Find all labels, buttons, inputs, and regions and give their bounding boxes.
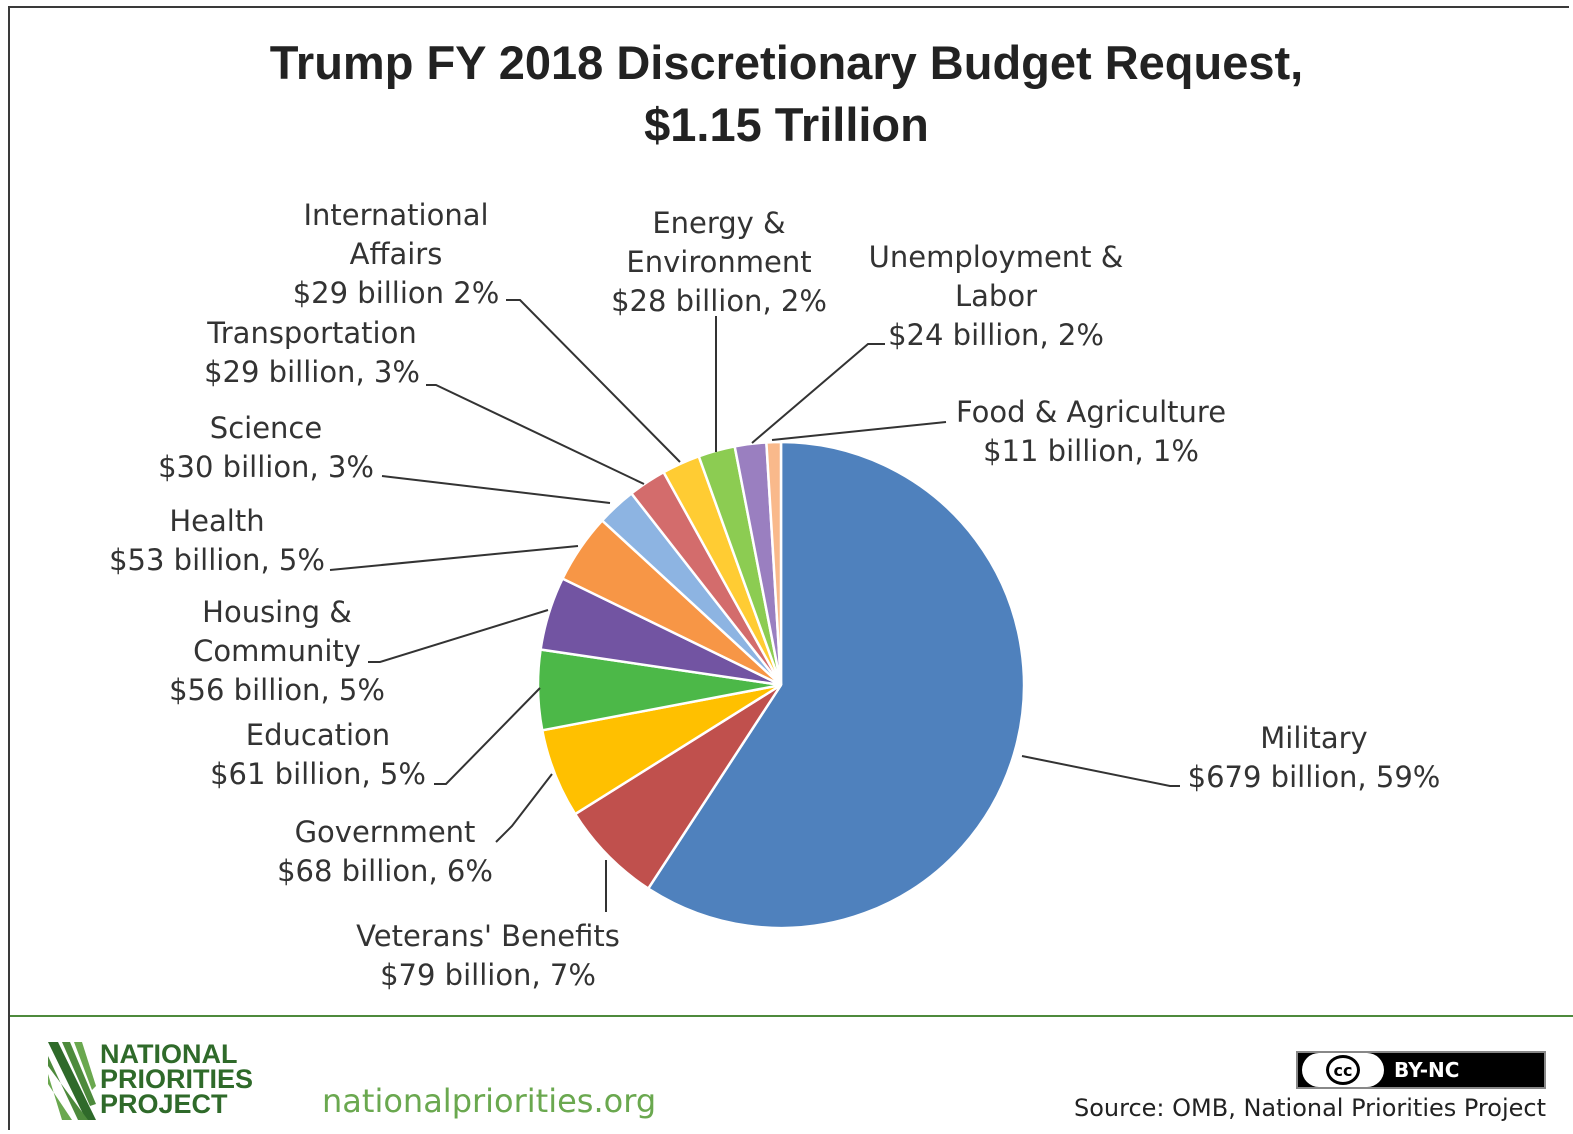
slice-label-line: Health bbox=[169, 504, 264, 538]
npp-logo-text: NATIONAL PRIORITIES PROJECT bbox=[100, 1039, 254, 1119]
chart-frame bbox=[8, 6, 1569, 1130]
slice-label-line: Community bbox=[193, 634, 361, 668]
leader-line bbox=[1021, 755, 1180, 787]
leader-line bbox=[771, 421, 947, 441]
slice-label-line: $28 billion, 2% bbox=[611, 284, 827, 318]
source-note: Source: OMB, National Priorities Project bbox=[1074, 1094, 1546, 1122]
slice-label-line: $53 billion, 5% bbox=[109, 543, 325, 577]
slice-label-line: $29 billion, 3% bbox=[204, 355, 420, 389]
cc-license-badge: cc BY-NC bbox=[1296, 1051, 1546, 1089]
slice-label-line: $679 billion, 59% bbox=[1188, 760, 1441, 794]
slice-label-line: Military bbox=[1260, 721, 1367, 755]
slice-label: Science $30 billion, 3% bbox=[158, 411, 374, 484]
leader-line bbox=[426, 384, 645, 485]
slice-label-line: Affairs bbox=[350, 237, 443, 271]
slice-label-line: Education bbox=[246, 718, 390, 752]
slice-label-line: Unemployment & bbox=[869, 240, 1124, 274]
slice-label: International Affairs $29 billion 2% bbox=[293, 198, 500, 310]
leader-line bbox=[751, 343, 885, 444]
logo-line-1: NATIONAL bbox=[100, 1039, 238, 1069]
slice-label-line: $30 billion, 3% bbox=[158, 450, 374, 484]
slice-label-line: Energy & bbox=[652, 206, 785, 240]
slice-label: Military $679 billion, 59% bbox=[1188, 721, 1441, 794]
slice-label-line: Labor bbox=[955, 279, 1037, 313]
slice-label: Energy & Environment $28 billion, 2% bbox=[611, 206, 827, 318]
slice-label: Government $68 billion, 6% bbox=[277, 815, 493, 888]
leader-line bbox=[368, 609, 549, 663]
slice-label-line: $24 billion, 2% bbox=[888, 318, 1104, 352]
slice-label-line: International bbox=[303, 198, 488, 232]
leader-line bbox=[381, 475, 611, 504]
slice-label-line: Science bbox=[210, 411, 322, 445]
website-link[interactable]: nationalpriorities.org bbox=[322, 1082, 657, 1120]
slice-label-line: $79 billion, 7% bbox=[380, 958, 596, 992]
slice-label: Veterans' Benefits $79 billion, 7% bbox=[356, 919, 620, 992]
leader-line bbox=[495, 773, 553, 843]
leader-line bbox=[506, 299, 681, 463]
slice-label-line: $56 billion, 5% bbox=[169, 673, 385, 707]
slice-label: Food & Agriculture $11 billion, 1% bbox=[956, 395, 1226, 468]
chart-title: Trump FY 2018 Discretionary Budget Reque… bbox=[0, 32, 1573, 156]
leader-line bbox=[434, 687, 541, 785]
pie-chart: Military $679 billion, 59% Veterans' Benef… bbox=[109, 198, 1441, 992]
slice-label: Housing & Community $56 billion, 5% bbox=[169, 595, 385, 707]
slice-label-line: Food & Agriculture bbox=[956, 395, 1226, 429]
slice-label-line: Housing & bbox=[202, 595, 352, 629]
pie-slice-veterans-benefits bbox=[573, 683, 783, 891]
logo-line-2: PRIORITIES bbox=[100, 1064, 254, 1094]
leader-line bbox=[329, 545, 579, 571]
pie-slice-food-agriculture bbox=[765, 440, 783, 686]
pie-slice-military bbox=[646, 440, 1026, 930]
slice-label-line: $29 billion 2% bbox=[293, 276, 500, 310]
slice-label-line: Transportation bbox=[206, 316, 416, 350]
slice-label-line: $11 billion, 1% bbox=[983, 434, 1199, 468]
slice-label-line: Government bbox=[295, 815, 476, 849]
slice-label-line: Environment bbox=[626, 245, 811, 279]
npp-logo: NATIONAL PRIORITIES PROJECT bbox=[48, 1039, 298, 1124]
slice-label-line: $61 billion, 5% bbox=[210, 757, 426, 791]
slice-label: Education $61 billion, 5% bbox=[210, 718, 426, 791]
slice-label-line: $68 billion, 6% bbox=[277, 854, 493, 888]
chart-title-line1: Trump FY 2018 Discretionary Budget Reque… bbox=[269, 36, 1304, 89]
footer-divider bbox=[10, 1015, 1573, 1017]
npp-logo-mark-icon bbox=[48, 1042, 96, 1120]
chart-title-line2: $1.15 Trillion bbox=[644, 98, 929, 151]
license-text: BY-NC bbox=[1394, 1058, 1460, 1082]
slice-label: Health $53 billion, 5% bbox=[109, 504, 325, 577]
logo-line-3: PROJECT bbox=[100, 1089, 228, 1119]
cc-icon: cc bbox=[1302, 1053, 1384, 1087]
slice-label-line: Veterans' Benefits bbox=[356, 919, 620, 953]
slice-label: Unemployment & Labor $24 billion, 2% bbox=[869, 240, 1124, 352]
slice-label: Transportation $29 billion, 3% bbox=[204, 316, 420, 389]
